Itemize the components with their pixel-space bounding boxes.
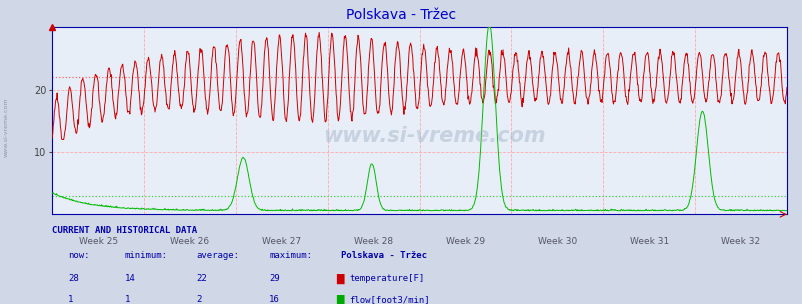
Text: 16: 16 <box>269 295 279 304</box>
Text: temperature[F]: temperature[F] <box>349 274 424 283</box>
Text: 22: 22 <box>196 274 207 283</box>
Text: Polskava - Tržec: Polskava - Tržec <box>341 251 427 260</box>
Text: Week 25: Week 25 <box>79 237 118 246</box>
Text: 1: 1 <box>68 295 74 304</box>
Text: Week 26: Week 26 <box>170 237 209 246</box>
Text: maximum:: maximum: <box>269 251 312 260</box>
Text: Polskava - Tržec: Polskava - Tržec <box>346 8 456 22</box>
Text: www.si-vreme.com: www.si-vreme.com <box>322 126 545 146</box>
Text: minimum:: minimum: <box>124 251 168 260</box>
Text: now:: now: <box>68 251 90 260</box>
Text: Week 28: Week 28 <box>354 237 393 246</box>
Text: █: █ <box>335 295 342 304</box>
Text: Week 27: Week 27 <box>262 237 301 246</box>
Text: Week 32: Week 32 <box>720 237 759 246</box>
Text: 1: 1 <box>124 295 130 304</box>
Text: Week 31: Week 31 <box>629 237 668 246</box>
Text: flow[foot3/min]: flow[foot3/min] <box>349 295 429 304</box>
Text: CURRENT AND HISTORICAL DATA: CURRENT AND HISTORICAL DATA <box>52 226 197 236</box>
Text: 29: 29 <box>269 274 279 283</box>
Text: 28: 28 <box>68 274 79 283</box>
Text: Week 30: Week 30 <box>537 237 577 246</box>
Text: █: █ <box>335 274 342 284</box>
Text: Week 29: Week 29 <box>445 237 484 246</box>
Text: average:: average: <box>196 251 240 260</box>
Text: www.si-vreme.com: www.si-vreme.com <box>4 98 9 157</box>
Text: 14: 14 <box>124 274 135 283</box>
Text: 2: 2 <box>196 295 202 304</box>
